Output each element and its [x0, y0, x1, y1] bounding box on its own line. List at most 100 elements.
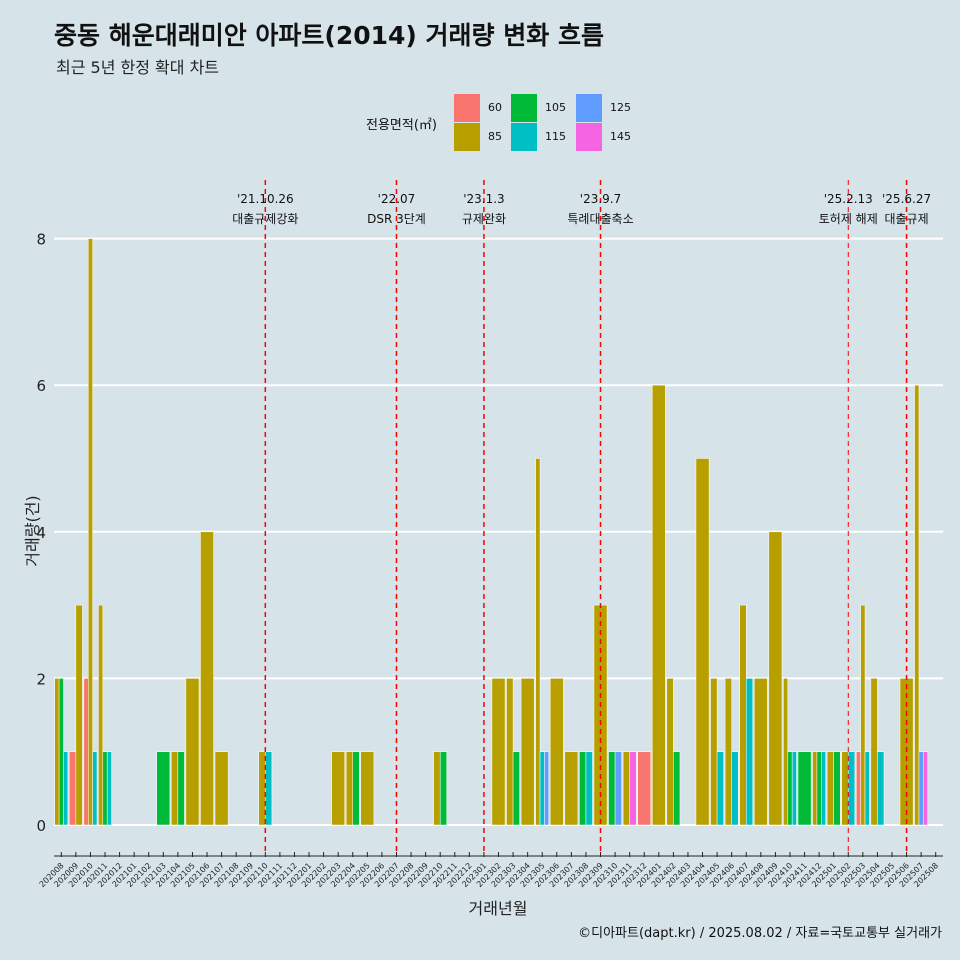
legend-swatch-145	[576, 123, 602, 151]
bar-202306-85	[549, 678, 564, 826]
bar-202311-85	[622, 751, 630, 826]
bar-202011-105	[102, 751, 108, 826]
bar-202205-85	[360, 751, 375, 826]
bar-202008-115	[63, 751, 69, 826]
bar-202410-85	[783, 678, 789, 826]
bar-202406-115	[731, 751, 739, 826]
event-label-0: 대출규제강화	[232, 212, 298, 226]
bar-202305-85	[535, 458, 541, 826]
bar-202308-105	[579, 751, 587, 826]
bar-202407-115	[746, 678, 754, 826]
legend-title: 전용면적(㎡)	[366, 118, 437, 133]
bar-202503-60	[856, 751, 861, 826]
bar-202310-125	[614, 751, 622, 826]
bar-202010-85	[87, 238, 93, 826]
bar-202104-105	[177, 751, 185, 826]
bar-202412-85	[812, 751, 818, 826]
bar-202305-125	[544, 751, 550, 826]
event-label-2: 규제완화	[462, 212, 506, 226]
bar-202412-105	[816, 751, 822, 826]
chart-subtitle: 최근 5년 한정 확대 차트	[56, 58, 220, 77]
event-date-5: '25.6.27	[882, 192, 931, 206]
event-label-4: 토허제 해제	[819, 212, 878, 226]
event-date-1: '22.07	[378, 192, 416, 206]
bar-202204-85	[345, 751, 354, 826]
y-axis-title: 거래량(건)	[23, 495, 42, 566]
bar-202402-105	[673, 751, 681, 826]
bar-202404-85	[695, 458, 710, 826]
legend-swatch-105	[511, 94, 537, 122]
bar-202408-85	[754, 678, 768, 826]
bar-202308-115	[585, 751, 593, 826]
bar-202412-115	[821, 751, 826, 826]
bar-202507-145	[923, 751, 928, 826]
bar-202502-85	[841, 751, 849, 826]
bar-202106-85	[200, 531, 214, 826]
bar-202502-115	[848, 751, 856, 826]
event-date-0: '21.10.26	[237, 192, 294, 206]
bar-202010-60	[83, 678, 89, 826]
chart-title: 중동 해운대래미안 아파트(2014) 거래량 변화 흐름	[54, 21, 604, 50]
bar-202401-85	[652, 384, 666, 826]
bar-202110-85	[258, 751, 266, 826]
event-date-2: '23.1.3	[463, 192, 504, 206]
bar-202503-115	[864, 751, 870, 826]
bar-202407-85	[739, 604, 747, 826]
event-label-5: 대출규제	[884, 212, 928, 226]
bar-202410-115	[791, 751, 797, 826]
y-tick-label-4: 4	[36, 524, 46, 542]
bar-202409-85	[768, 531, 783, 826]
axis-layer: 2020082020092020102020112020122021012021…	[38, 852, 943, 889]
bar-202501-105	[833, 751, 841, 826]
legend-label-105: 105	[545, 101, 566, 114]
bar-202011-115	[106, 751, 112, 826]
event-date-4: '25.2.13	[824, 192, 873, 206]
bar-202105-85	[185, 678, 200, 826]
bar-202504-85	[870, 678, 878, 826]
bar-202302-85	[491, 678, 506, 826]
bar-202405-115	[716, 751, 724, 826]
bar-202307-85	[564, 751, 579, 826]
bar-202009-60	[69, 751, 77, 826]
bar-202411-105	[797, 751, 812, 826]
bar-202503-85	[860, 604, 866, 826]
bar-202410-105	[787, 751, 793, 826]
legend-label-145: 145	[610, 130, 631, 143]
legend-label-60: 60	[488, 101, 502, 114]
y-tick-label-8: 8	[36, 231, 46, 249]
bar-202107-85	[214, 751, 229, 826]
legend-swatch-85	[454, 123, 480, 151]
bar-202311-145	[629, 751, 637, 826]
bar-202504-115	[877, 751, 885, 826]
y-tick-label-0: 0	[36, 817, 46, 835]
event-layer: '21.10.26 대출규제강화 '22.07 DSR 3단계 '23.1.3 규제완화 '…	[232, 180, 931, 852]
legend: 전용면적(㎡) 60 85 105 115 125 145	[360, 90, 660, 156]
bar-202110-115	[265, 751, 273, 826]
source-caption: ©디아파트(dapt.kr) / 2025.08.02 / 자료=국토교통부 실…	[578, 926, 942, 941]
legend-swatch-125	[576, 94, 602, 122]
bar-202011-85	[98, 604, 104, 826]
legend-swatch-115	[511, 123, 537, 151]
bar-202507-85	[914, 384, 920, 826]
bar-202402-85	[666, 678, 674, 826]
bar-202203-85	[331, 751, 345, 826]
bar-202210-85	[433, 751, 441, 826]
bar-202204-105	[352, 751, 360, 826]
event-label-1: DSR 3단계	[367, 212, 426, 226]
bar-202304-85	[520, 678, 535, 826]
bar-202310-105	[608, 751, 616, 826]
bar-202406-85	[724, 678, 732, 826]
bar-layer	[54, 238, 928, 826]
y-tick-label-2: 2	[36, 670, 46, 688]
bar-202103-105	[156, 751, 171, 826]
event-date-3: '23.9.7	[580, 192, 621, 206]
bar-202010-115	[92, 751, 98, 826]
bar-202104-85	[171, 751, 179, 826]
bar-202312-60	[637, 751, 652, 826]
bar-202305-115	[539, 751, 545, 826]
legend-swatch-60	[454, 94, 480, 122]
bar-202303-85	[506, 678, 514, 826]
grid-layer: 0 2 4 6 8	[36, 231, 943, 835]
bar-202009-85	[75, 604, 83, 826]
